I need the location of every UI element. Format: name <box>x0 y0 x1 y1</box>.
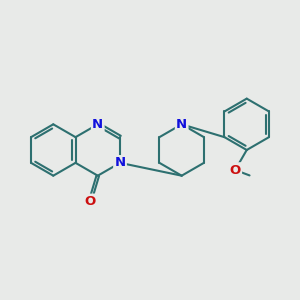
Text: O: O <box>230 164 241 176</box>
Text: N: N <box>115 156 126 169</box>
Text: N: N <box>176 118 187 131</box>
Text: N: N <box>92 118 103 131</box>
Text: O: O <box>84 195 96 208</box>
